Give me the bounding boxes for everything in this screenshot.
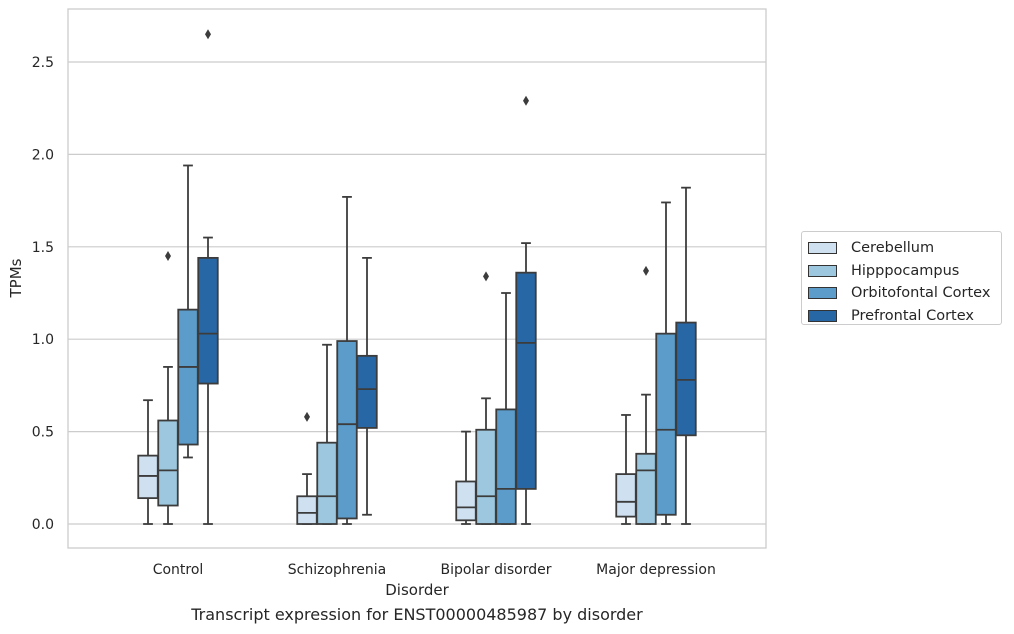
box-iqr: [177, 308, 199, 446]
x-tick-label: Major depression: [596, 562, 716, 578]
box-iqr: [197, 256, 219, 385]
y-axis-label: TPMs: [7, 258, 25, 298]
legend-label: Orbitofontal Cortex: [851, 285, 991, 302]
box-iqr: [356, 354, 378, 429]
box-iqr: [675, 321, 697, 437]
x-tick-label: Schizophrenia: [288, 562, 386, 578]
box-prefrontal-cortex: [356, 256, 378, 516]
y-tick-label: 1.5: [32, 240, 54, 256]
outlier-point: [643, 265, 649, 276]
box-cerebellum: [137, 399, 159, 525]
y-tick-label: 1.0: [32, 332, 54, 348]
box-iqr: [137, 454, 159, 500]
legend-swatch: [808, 287, 837, 300]
y-tick-label: 2.5: [32, 55, 54, 71]
box-iqr: [455, 480, 477, 522]
box-iqr: [615, 473, 637, 518]
box-orbitofontal-cortex: [495, 292, 517, 525]
legend-item: Cerebellum: [808, 237, 1001, 260]
box-prefrontal-cortex: [197, 29, 219, 525]
plot-frame: [67, 8, 767, 549]
x-tick-label: Bipolar disorder: [440, 562, 551, 578]
outlier-point: [304, 411, 310, 422]
box-prefrontal-cortex: [515, 95, 537, 525]
legend: Cerebellum Hipppocampus Orbitofontal Corte…: [801, 231, 1002, 325]
box-cerebellum: [455, 430, 477, 525]
box-iqr: [475, 428, 497, 525]
box-iqr: [336, 340, 358, 520]
y-tick-label: 0.0: [32, 517, 54, 533]
outlier-point: [205, 29, 211, 40]
legend-label: Cerebellum: [851, 240, 935, 257]
legend-swatch: [808, 264, 837, 277]
legend-item: Hipppocampus: [808, 260, 1001, 283]
box-layer: [137, 29, 697, 525]
box-iqr: [296, 495, 318, 525]
box-iqr: [655, 332, 677, 516]
chart-title: Transcript expression for ENST0000048598…: [191, 605, 643, 624]
box-hipppocampus: [475, 271, 497, 525]
box-hipppocampus: [157, 251, 179, 525]
box-iqr: [635, 452, 657, 525]
box-hipppocampus: [635, 265, 657, 525]
x-tick-label: Control: [153, 562, 204, 578]
legend-item: Prefrontal Cortex: [808, 305, 1001, 328]
box-orbitofontal-cortex: [655, 201, 677, 525]
box-iqr: [515, 271, 537, 490]
outlier-point: [165, 251, 171, 262]
y-tick-label: 2.0: [32, 147, 54, 163]
box-hipppocampus: [316, 343, 338, 525]
legend-label: Hipppocampus: [851, 262, 960, 279]
box-iqr: [495, 408, 517, 525]
box-cerebellum: [296, 411, 318, 525]
legend-item: Orbitofontal Cortex: [808, 282, 1001, 305]
tick-labels: 0.0 0.5 1.0 1.5 2.0 2.5 Control Schizophrenia Bi…: [32, 55, 716, 578]
box-orbitofontal-cortex: [177, 164, 199, 459]
legend-swatch: [808, 309, 837, 322]
legend-swatch: [808, 242, 837, 255]
outlier-point: [523, 95, 529, 106]
x-axis-label: Disorder: [385, 581, 449, 599]
box-prefrontal-cortex: [675, 186, 697, 525]
box-iqr: [157, 419, 179, 507]
box-cerebellum: [615, 414, 637, 525]
outlier-point: [483, 271, 489, 282]
legend-label: Prefrontal Cortex: [851, 307, 974, 324]
box-iqr: [316, 441, 338, 525]
y-tick-label: 0.5: [32, 425, 54, 441]
box-orbitofontal-cortex: [336, 196, 358, 525]
